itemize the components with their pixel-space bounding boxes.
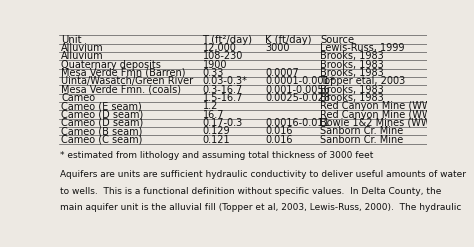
- Text: Bowie 1&2 Mines (WWE): Bowie 1&2 Mines (WWE): [320, 118, 440, 128]
- Text: 0.3-16.7: 0.3-16.7: [202, 84, 243, 95]
- Text: 16.7: 16.7: [202, 110, 224, 120]
- Text: 0.17-0.3: 0.17-0.3: [202, 118, 243, 128]
- Text: 0.0016-0.011: 0.0016-0.011: [265, 118, 329, 128]
- Text: 0.016: 0.016: [265, 126, 292, 136]
- Text: 0.0001-0.001*: 0.0001-0.001*: [265, 76, 334, 86]
- Text: Aquifers are units are sufficient hydraulic conductivity to deliver useful amoun: Aquifers are units are sufficient hydrau…: [60, 170, 466, 179]
- Text: Lewis-Russ, 1999: Lewis-Russ, 1999: [320, 43, 405, 53]
- Text: Brooks, 1983: Brooks, 1983: [320, 84, 384, 95]
- Text: 1.2: 1.2: [202, 101, 218, 111]
- Text: Quaternary deposits: Quaternary deposits: [61, 60, 161, 70]
- Text: Cameo (D seam): Cameo (D seam): [61, 110, 143, 120]
- Text: 0.0025-0.028: 0.0025-0.028: [265, 93, 330, 103]
- Text: Brooks, 1983: Brooks, 1983: [320, 60, 384, 70]
- Text: to wells.  This is a functional definition without specific values.  In Delta Co: to wells. This is a functional definitio…: [60, 186, 442, 196]
- Text: 1900: 1900: [202, 60, 227, 70]
- Text: 0.0007: 0.0007: [265, 68, 299, 78]
- Text: 0.03-0.3*: 0.03-0.3*: [202, 76, 247, 86]
- Text: Cameo (E seam): Cameo (E seam): [61, 101, 142, 111]
- Text: Red Canyon Mine (WWE): Red Canyon Mine (WWE): [320, 101, 441, 111]
- Text: Alluvium: Alluvium: [61, 43, 104, 53]
- Text: Source: Source: [320, 35, 354, 44]
- Text: K (ft/day): K (ft/day): [265, 35, 311, 44]
- Text: Red Canyon Mine (WWE): Red Canyon Mine (WWE): [320, 110, 441, 120]
- Text: Topper etal, 2003: Topper etal, 2003: [320, 76, 405, 86]
- Text: 1.5-16.7: 1.5-16.7: [202, 93, 243, 103]
- Text: 3000: 3000: [265, 43, 290, 53]
- Text: 12,000: 12,000: [202, 43, 237, 53]
- Text: Brooks, 1983: Brooks, 1983: [320, 93, 384, 103]
- Text: Cameo (D seam): Cameo (D seam): [61, 118, 143, 128]
- Text: Uinta/Wasatch/Green River: Uinta/Wasatch/Green River: [61, 76, 193, 86]
- Text: Mesa Verde Fmn (Barren): Mesa Verde Fmn (Barren): [61, 68, 186, 78]
- Text: Alluvium: Alluvium: [61, 51, 104, 61]
- Text: main aquifer unit is the alluvial fill (Topper et al, 2003, Lewis-Russ, 2000).  : main aquifer unit is the alluvial fill (…: [60, 203, 462, 212]
- Text: Cameo (C seam): Cameo (C seam): [61, 135, 143, 144]
- Text: 0.121: 0.121: [202, 135, 230, 144]
- Text: 0.129: 0.129: [202, 126, 230, 136]
- Text: 0.001-0.0056: 0.001-0.0056: [265, 84, 330, 95]
- Text: Sanborn Cr. Mine: Sanborn Cr. Mine: [320, 126, 403, 136]
- Text: Unit: Unit: [61, 35, 82, 44]
- Text: Brooks, 1983: Brooks, 1983: [320, 51, 384, 61]
- Text: T (ft²/day): T (ft²/day): [202, 35, 253, 44]
- Text: * estimated from lithology and assuming total thickness of 3000 feet: * estimated from lithology and assuming …: [60, 151, 374, 160]
- Text: Mesa Verde Fmn. (coals): Mesa Verde Fmn. (coals): [61, 84, 181, 95]
- Text: 108-230: 108-230: [202, 51, 243, 61]
- Text: Brooks, 1983: Brooks, 1983: [320, 68, 384, 78]
- Text: 0.33: 0.33: [202, 68, 224, 78]
- Text: Cameo (B seam): Cameo (B seam): [61, 126, 143, 136]
- Text: Cameo: Cameo: [61, 93, 95, 103]
- Text: Sanborn Cr. Mine: Sanborn Cr. Mine: [320, 135, 403, 144]
- Text: 0.016: 0.016: [265, 135, 292, 144]
